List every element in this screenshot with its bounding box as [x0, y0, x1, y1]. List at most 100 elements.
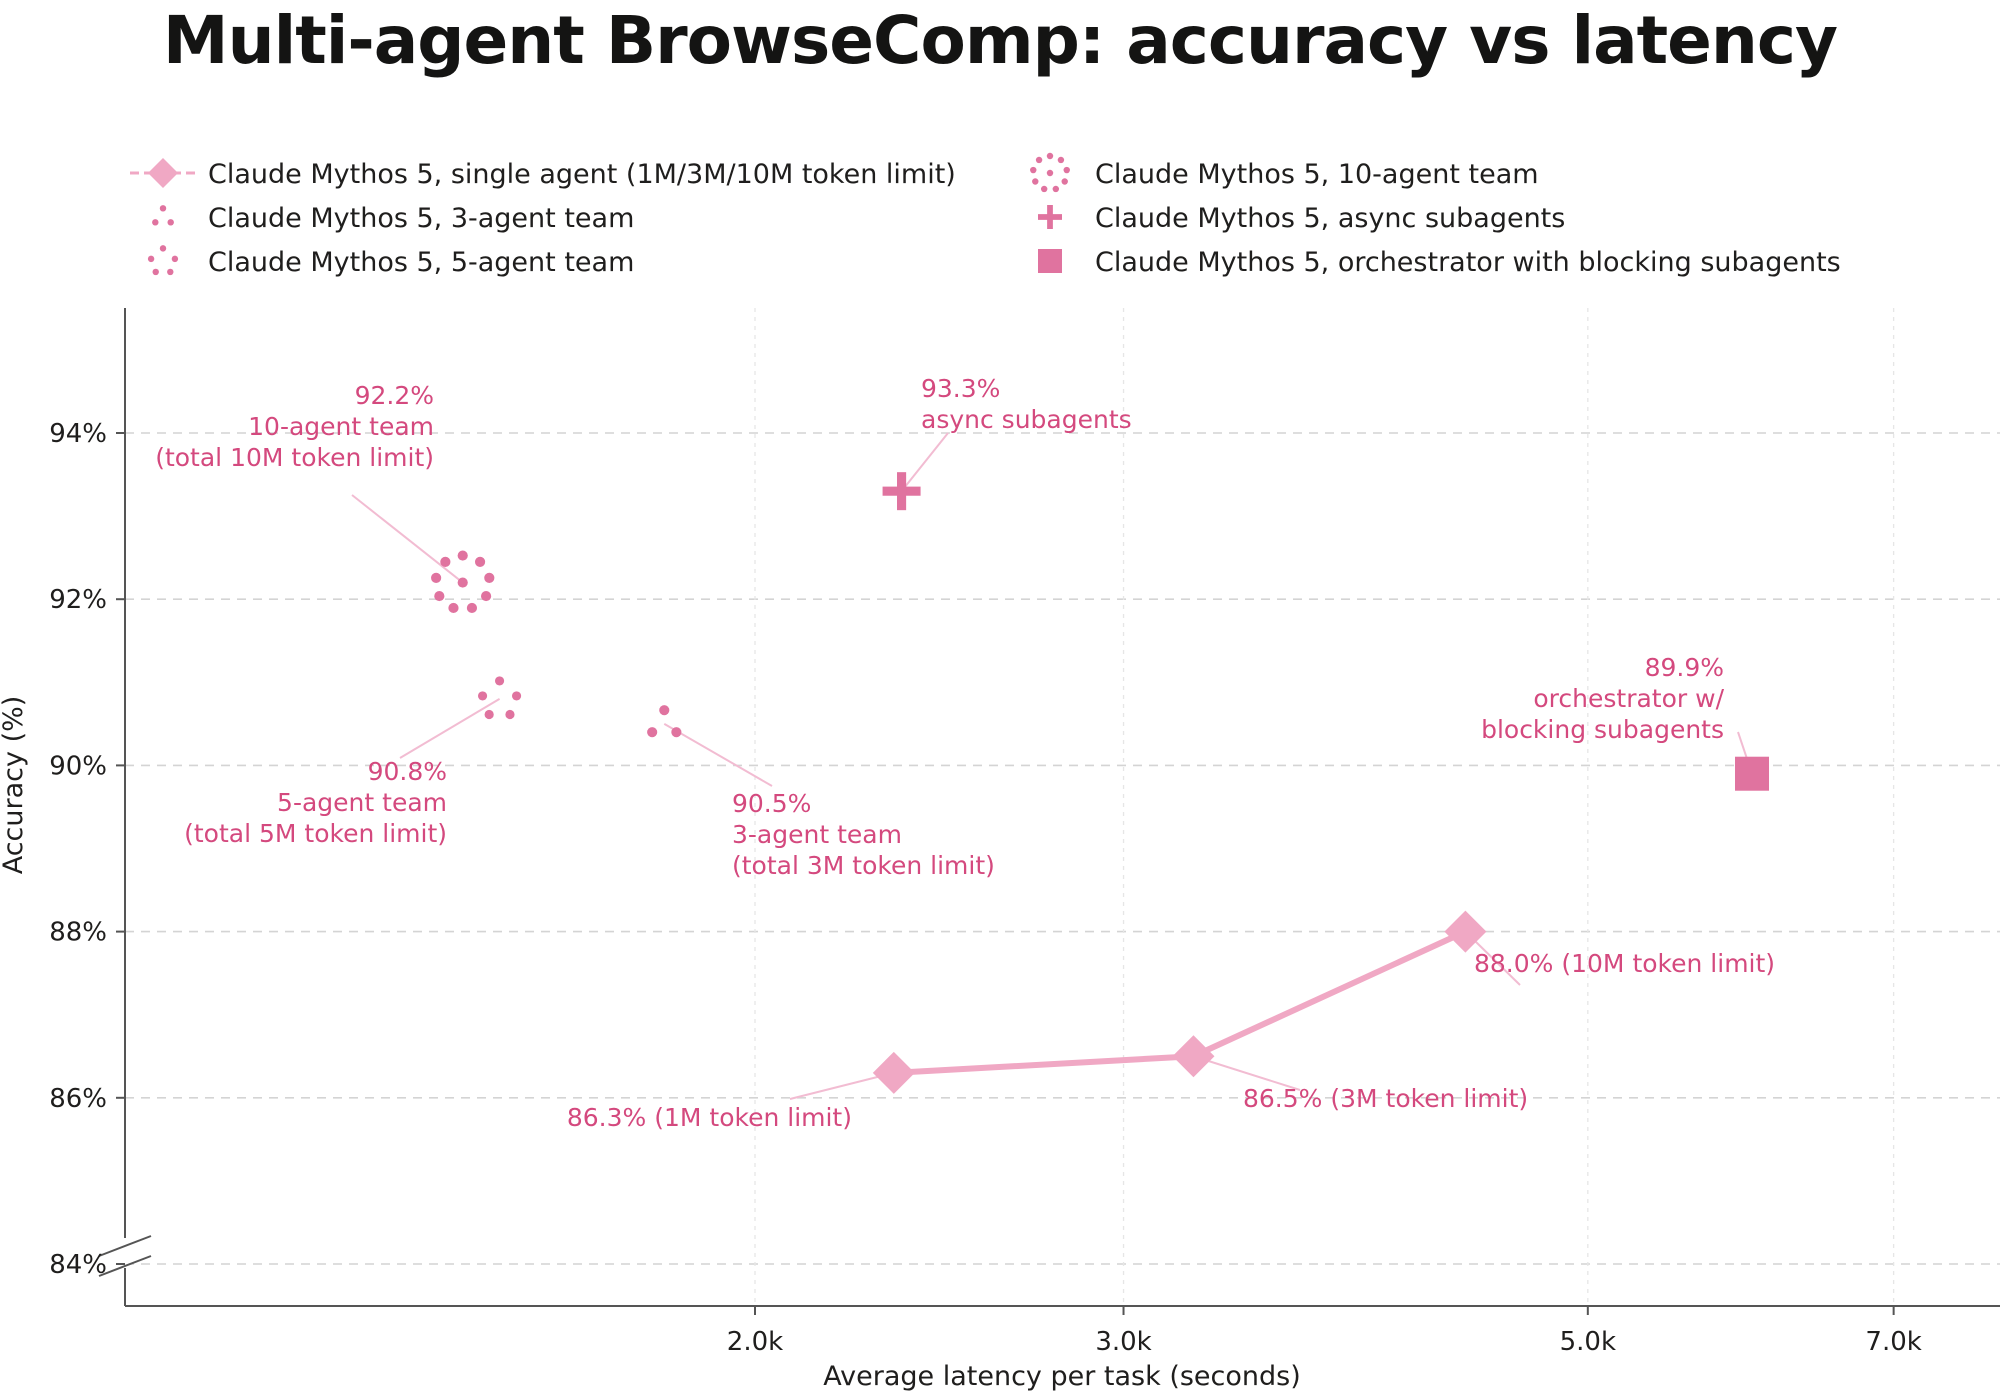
- team-dot: [1052, 185, 1060, 193]
- team-dot: [1032, 178, 1039, 185]
- y-tick-label: 84%: [49, 1250, 107, 1280]
- team-dot: [484, 709, 494, 720]
- point-annotation: 5-agent team: [277, 788, 447, 817]
- legend-marker: [1038, 205, 1062, 229]
- legend-entry: Claude Mythos 5, single agent (1M/3M/10M…: [130, 158, 956, 190]
- square-marker: [1038, 249, 1062, 273]
- y-tick-label: 90%: [49, 751, 107, 781]
- legend-label: Claude Mythos 5, 10-agent team: [1095, 159, 1539, 190]
- team-dot: [481, 590, 492, 602]
- chart-title: Multi-agent BrowseComp: accuracy vs late…: [162, 2, 1838, 79]
- team-dot: [466, 602, 478, 614]
- axis-break-mark: [98, 1255, 152, 1277]
- x-tick-label: 2.0k: [727, 1327, 783, 1357]
- x-tick-label: 3.0k: [1095, 1327, 1151, 1357]
- data-point: [477, 676, 522, 720]
- data-point: [872, 1051, 915, 1094]
- legend-entry: Claude Mythos 5, 3-agent team: [152, 203, 634, 234]
- axis-break-mark: [98, 1235, 152, 1257]
- team-dot: [152, 219, 159, 226]
- team-dot: [484, 572, 495, 583]
- team-dot: [159, 245, 167, 252]
- data-point: [1172, 1035, 1215, 1078]
- legend-marker: [152, 205, 174, 226]
- x-tick-label: 5.0k: [1560, 1327, 1616, 1357]
- x-tick-label: 7.0k: [1865, 1327, 1921, 1357]
- diamond-marker: [1444, 910, 1487, 953]
- data-point: [647, 705, 682, 738]
- point-annotation: 86.3% (1M token limit): [567, 1103, 852, 1132]
- legend-marker: [148, 158, 178, 188]
- legend-marker: [147, 245, 179, 276]
- y-tick-label: 92%: [49, 585, 107, 615]
- legend-label: Claude Mythos 5, 5-agent team: [208, 247, 634, 278]
- point-annotation: (total 3M token limit): [732, 851, 995, 880]
- y-tick-label: 86%: [49, 1084, 107, 1114]
- team-dot: [1040, 185, 1048, 193]
- team-dot: [1046, 169, 1054, 177]
- legend-entry: Claude Mythos 5, async subagents: [1038, 203, 1565, 234]
- legend-entry: Claude Mythos 5, 10-agent team: [1030, 152, 1539, 193]
- data-point: [1444, 910, 1487, 953]
- point-annotation: (total 5M token limit): [184, 819, 447, 848]
- plus-bar-v: [1047, 205, 1053, 229]
- point-annotation: async subagents: [921, 405, 1132, 434]
- annotation-leader: [900, 432, 949, 492]
- legend-label: Claude Mythos 5, async subagents: [1095, 203, 1565, 234]
- team-dot: [474, 556, 486, 567]
- team-dot: [171, 255, 179, 263]
- x-axis-title: Average latency per task (seconds): [823, 1361, 1301, 1392]
- square-marker: [1735, 756, 1770, 791]
- point-annotation: 3-agent team: [732, 820, 902, 849]
- point-annotation: 92.2%: [355, 381, 434, 410]
- team-dot: [167, 268, 174, 276]
- team-dot: [671, 727, 682, 738]
- point-annotation: 86.5% (3M token limit): [1243, 1084, 1528, 1113]
- team-dot: [152, 268, 159, 276]
- legend-marker: [1030, 152, 1070, 193]
- y-tick-label: 94%: [49, 419, 107, 449]
- y-tick-label: 88%: [49, 918, 107, 948]
- team-dot: [457, 577, 468, 588]
- legend-marker: [1038, 249, 1062, 273]
- team-dot: [494, 676, 505, 686]
- axes: 84% 86% 88% 90% 92% 94% 2.0k 3.0k 5.0k 7.0k Averag…: [0, 308, 2000, 1392]
- team-dot: [159, 205, 167, 212]
- legend-entry: Claude Mythos 5, orchestrator with block…: [1038, 247, 1841, 278]
- point-annotation: 93.3%: [921, 374, 1000, 403]
- data-series: [431, 472, 1770, 1094]
- diamond-marker: [148, 158, 178, 188]
- team-dot: [647, 727, 658, 738]
- annotation-leader: [663, 722, 773, 787]
- team-dot: [1057, 156, 1065, 164]
- legend-entry: Claude Mythos 5, 5-agent team: [147, 245, 634, 278]
- team-dot: [434, 590, 445, 602]
- legend-label: Claude Mythos 5, orchestrator with block…: [1095, 247, 1841, 278]
- team-dot: [477, 691, 488, 701]
- team-dot: [167, 219, 174, 226]
- plus-bar-v: [897, 472, 907, 511]
- data-point: [882, 472, 921, 511]
- team-dot: [1035, 156, 1043, 164]
- team-dot: [431, 572, 442, 583]
- diamond-marker: [872, 1051, 915, 1094]
- annotation-leaders: [351, 432, 1753, 1100]
- team-dot: [1063, 166, 1070, 174]
- y-axis-title: Accuracy (%): [0, 696, 29, 875]
- point-annotation: 89.9%: [1645, 653, 1724, 682]
- legend: Claude Mythos 5, single agent (1M/3M/10M…: [130, 152, 1841, 278]
- data-point: [1735, 756, 1770, 791]
- team-dot: [448, 602, 459, 614]
- point-annotation: 90.5%: [732, 789, 811, 818]
- team-dot: [1030, 166, 1037, 174]
- team-dot: [457, 550, 468, 561]
- legend-label: Claude Mythos 5, 3-agent team: [208, 203, 634, 234]
- point-annotation: orchestrator w/: [1533, 684, 1724, 713]
- team-dot: [505, 709, 515, 720]
- point-annotation: blocking subagents: [1481, 715, 1724, 744]
- team-dot: [511, 691, 522, 701]
- annotation-leader: [351, 494, 464, 584]
- point-annotation: 90.8%: [368, 757, 447, 786]
- annotations: 86.3% (1M token limit) 86.5% (3M token li…: [155, 374, 1775, 1132]
- data-point: [431, 550, 495, 614]
